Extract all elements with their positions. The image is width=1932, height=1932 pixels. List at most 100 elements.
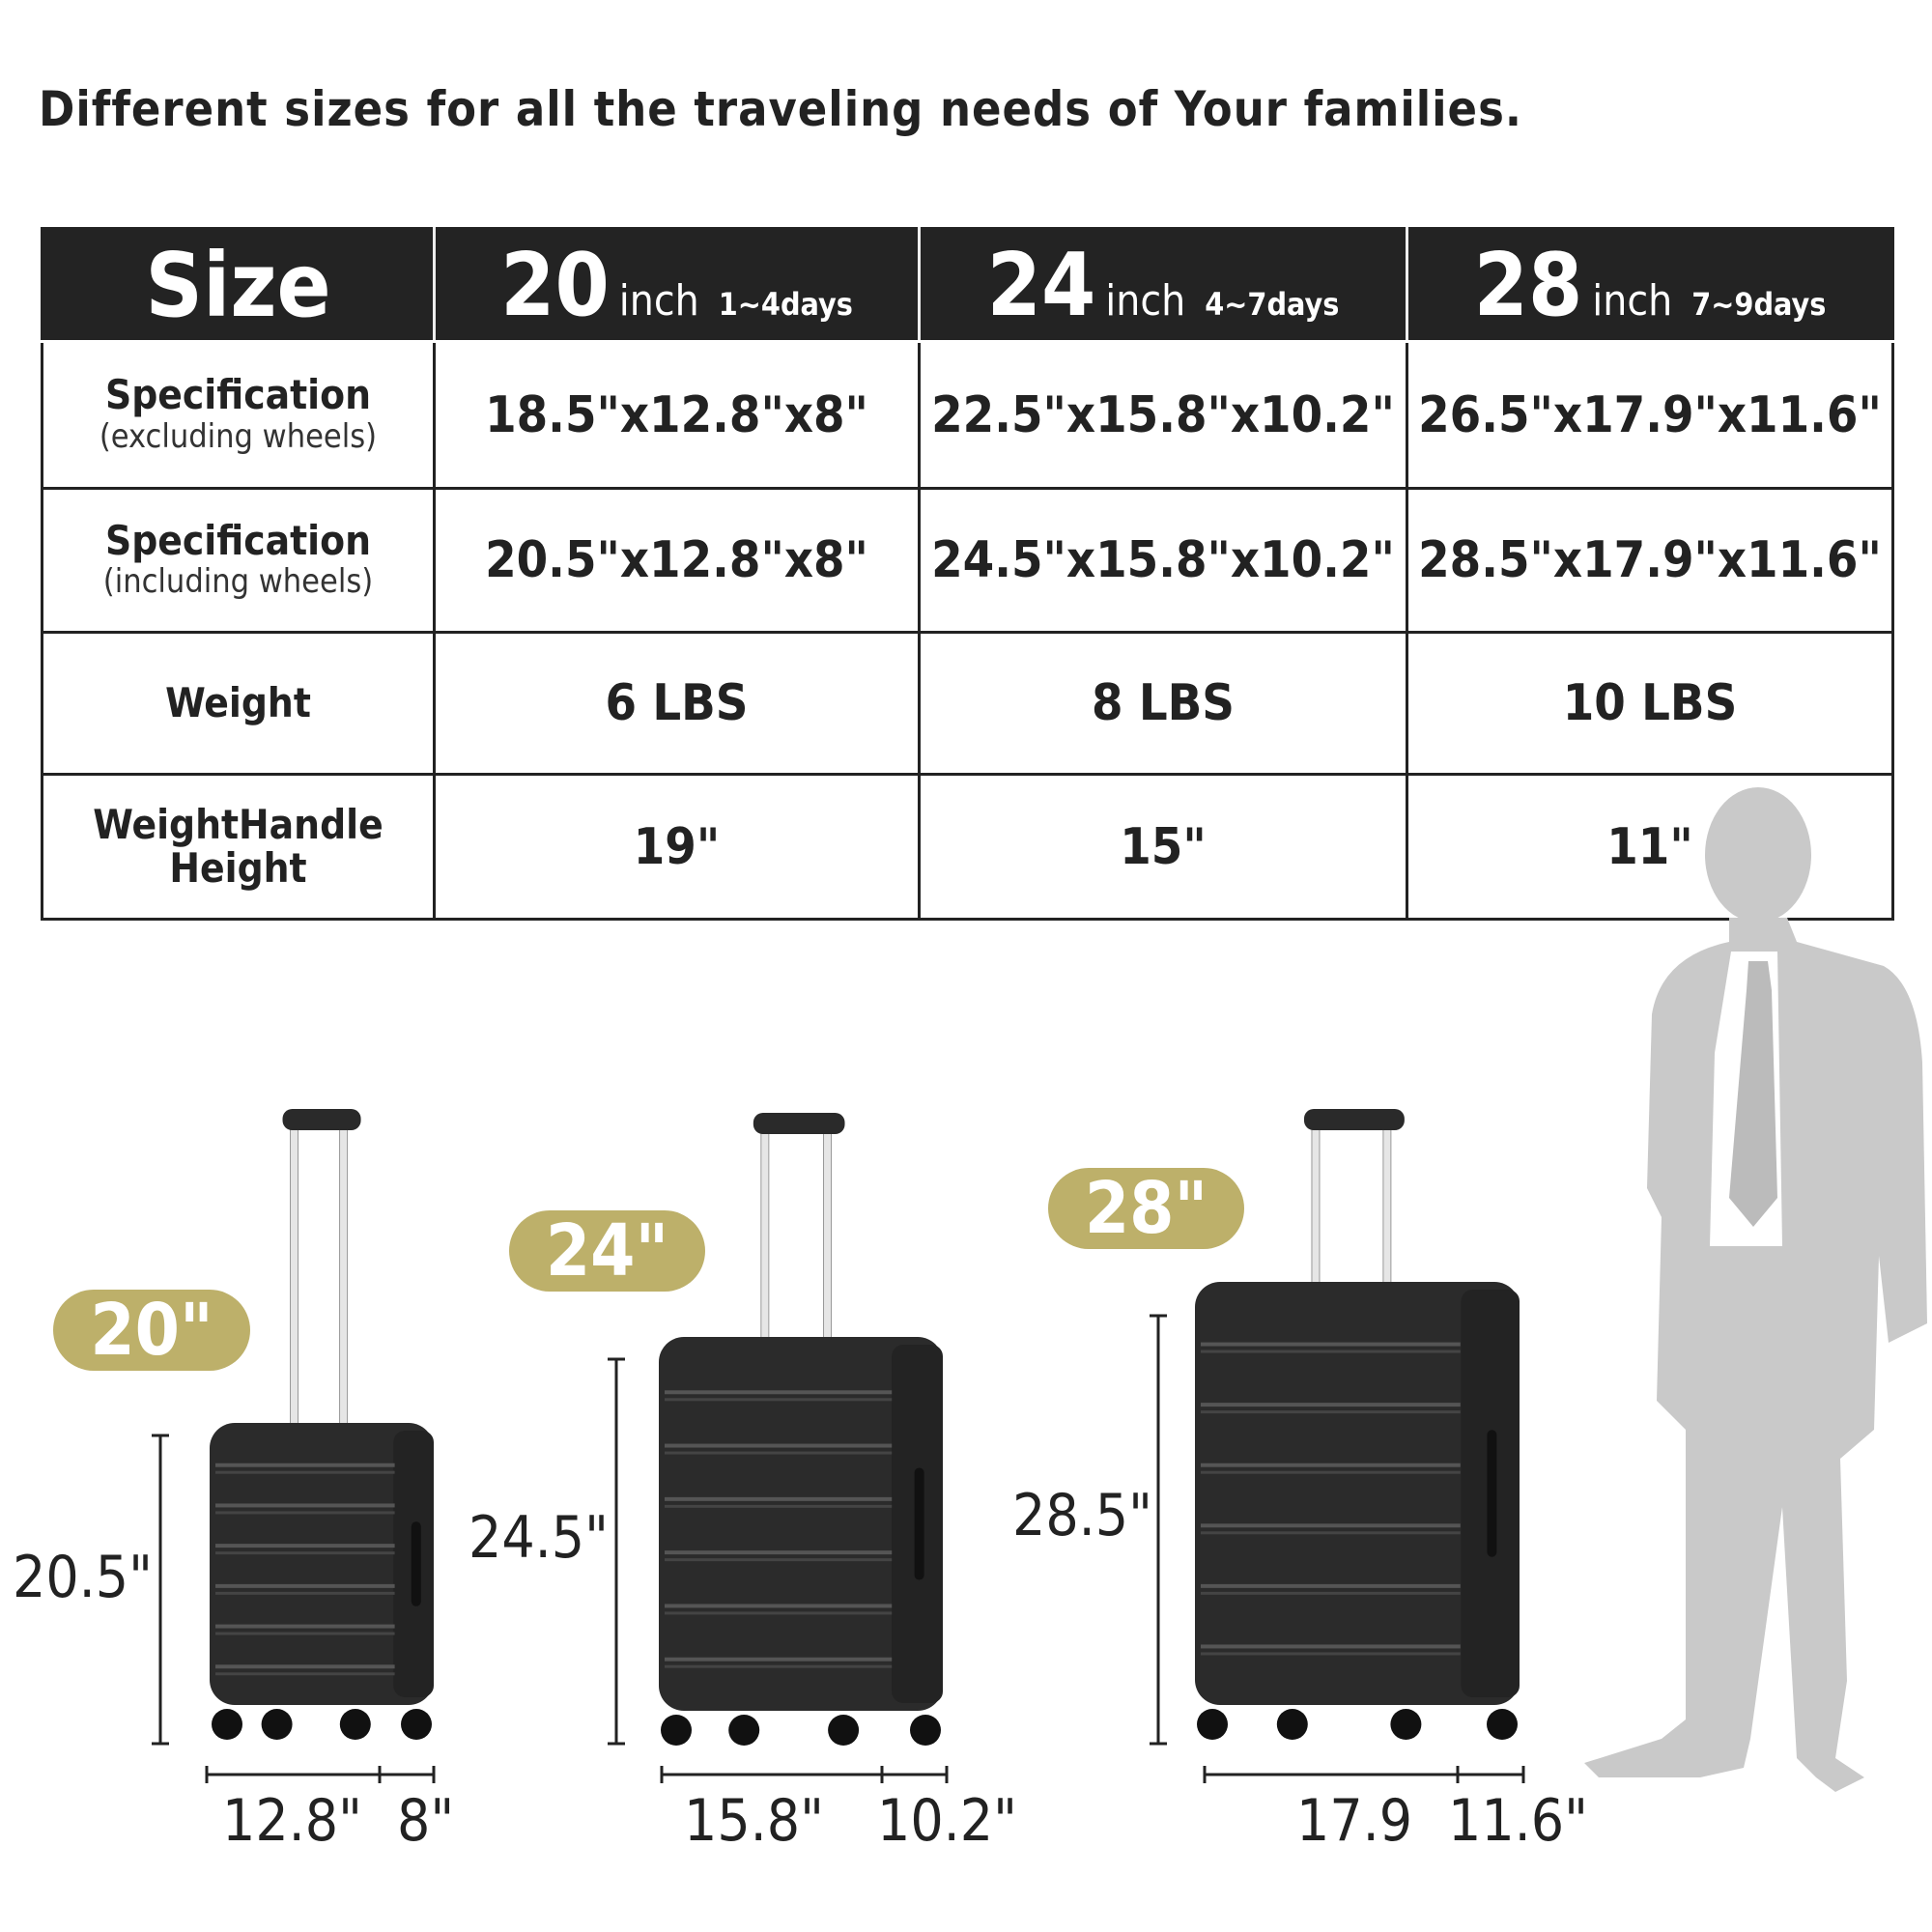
wheel (728, 1715, 760, 1746)
man-silhouette (1584, 787, 1927, 1792)
suitcase-ridge (665, 1558, 893, 1562)
suitcase-ridge (665, 1390, 893, 1395)
badge-24: 24" (509, 1209, 705, 1293)
man-body (1584, 918, 1927, 1792)
suitcase-ridge (215, 1632, 395, 1635)
handle-grip (753, 1113, 845, 1134)
row-label-main: Specification (104, 371, 371, 419)
suitcase-ridge (1201, 1410, 1461, 1414)
suitcase-ridge (1201, 1531, 1461, 1535)
handle-pole (823, 1131, 833, 1357)
table-cell: 24.5"x15.8"x10.2" (918, 487, 1408, 634)
row-label: Specification (excluding wheels) (41, 340, 436, 490)
wheel (1390, 1709, 1422, 1740)
header-20: 20 inch 1~4days (433, 227, 921, 343)
header-size: Size (41, 227, 436, 343)
size-unit: inch (1592, 275, 1673, 326)
wheel (1197, 1709, 1228, 1740)
table-cell: 28.5"x17.9"x11.6" (1406, 487, 1894, 634)
suitcase-ridge (215, 1503, 395, 1508)
row-label-main: Weight (165, 678, 311, 726)
table-cell: 26.5"x17.9"x11.6" (1406, 340, 1894, 490)
suitcase-ridge (215, 1672, 395, 1676)
size-label: Size (145, 233, 331, 337)
table-header-row: Size 20 inch 1~4days 24 inch 4~7days 28 inch 7… (41, 227, 1894, 343)
wheel (1487, 1709, 1518, 1740)
wheel (910, 1715, 941, 1746)
suitcase-28 (1195, 1109, 1520, 1740)
suitcase-shell (1195, 1282, 1520, 1705)
trip-days: 4~7days (1205, 285, 1340, 323)
size-number: 28 (1473, 234, 1583, 336)
size-table: Size 20 inch 1~4days 24 inch 4~7days 28 inch 7… (41, 227, 1894, 921)
table-row-handle-height: WeightHandle Height 19" 15" 11" (41, 773, 1894, 921)
row-label-main: Specification (104, 516, 371, 564)
suitcase-ridge (1201, 1470, 1461, 1474)
table-row-spec-including: Specification (including wheels) 20.5"x12… (41, 487, 1894, 634)
table-row-weight: Weight 6 LBS 8 LBS 10 LBS (41, 631, 1894, 776)
suitcase-ridge (1201, 1644, 1461, 1649)
suitcase-ridge (665, 1504, 893, 1508)
size-number: 20 (500, 234, 610, 336)
suitcase-ridge (665, 1398, 893, 1402)
handle-pole (290, 1127, 299, 1443)
man-tie (1729, 961, 1777, 1227)
size-unit: inch (618, 275, 699, 326)
wheel (828, 1715, 860, 1746)
height-label-28: 28.5" (1012, 1482, 1152, 1549)
table-cell: 6 LBS (433, 631, 921, 776)
table-row-spec-excluding: Specification (excluding wheels) 18.5"x12… (41, 340, 1894, 490)
wheel (1276, 1709, 1308, 1740)
row-label: WeightHandle Height (41, 773, 436, 921)
width-label-28: 17.9 (1296, 1787, 1413, 1855)
suitcase-ridge (1201, 1463, 1461, 1467)
height-label-20: 20.5" (13, 1544, 153, 1611)
row-label-main-2: Height (169, 843, 307, 892)
suitcase-20 (210, 1109, 434, 1740)
side-handle (914, 1467, 924, 1580)
header-24: 24 inch 4~7days (918, 227, 1408, 343)
headline: Different sizes for all the traveling ne… (39, 81, 1522, 137)
suitcase-ridge (215, 1463, 395, 1467)
width-label-24: 15.8" (684, 1787, 824, 1855)
suitcase-ridge (1201, 1350, 1461, 1353)
width-label-20: 12.8" (222, 1787, 362, 1855)
suitcase-ridge (215, 1544, 395, 1548)
wheel (261, 1709, 293, 1740)
suitcase-ridge (1201, 1342, 1461, 1347)
suitcase-ridge (665, 1611, 893, 1615)
row-label-sub: (including wheels) (102, 562, 374, 602)
suitcase-ridge (1201, 1652, 1461, 1656)
badge-28: 28" (1048, 1167, 1244, 1250)
suitcase-ridge (215, 1470, 395, 1474)
handle-grip (1303, 1109, 1405, 1130)
row-label: Specification (including wheels) (41, 487, 436, 634)
table-cell: 18.5"x12.8"x8" (433, 340, 921, 490)
size-number: 24 (986, 234, 1096, 336)
row-label-main: WeightHandle (93, 801, 384, 849)
suitcase-24 (659, 1113, 943, 1746)
handle-pole (1311, 1127, 1321, 1302)
suitcase-ridge (665, 1657, 893, 1662)
suitcase-ridge (215, 1664, 395, 1669)
handle-pole (339, 1127, 349, 1443)
suitcase-ridge (665, 1550, 893, 1555)
table-cell: 15" (918, 773, 1408, 921)
table-cell: 10 LBS (1406, 631, 1894, 776)
suitcase-ridge (665, 1664, 893, 1668)
badge-20: 20" (53, 1289, 250, 1372)
table-cell: 19" (433, 773, 921, 921)
size-unit: inch (1105, 275, 1186, 326)
suitcase-ridge (665, 1443, 893, 1448)
trip-days: 7~9days (1691, 285, 1827, 323)
suitcase-ridge (1201, 1403, 1461, 1407)
depth-label-28: 11.6" (1448, 1787, 1588, 1855)
man-head (1705, 787, 1811, 923)
handle-pole (1382, 1127, 1392, 1302)
depth-label-20: 8" (397, 1787, 455, 1855)
wheel (401, 1709, 432, 1740)
handle-grip (282, 1109, 361, 1130)
suitcase-ridge (215, 1583, 395, 1588)
wheel (339, 1709, 371, 1740)
